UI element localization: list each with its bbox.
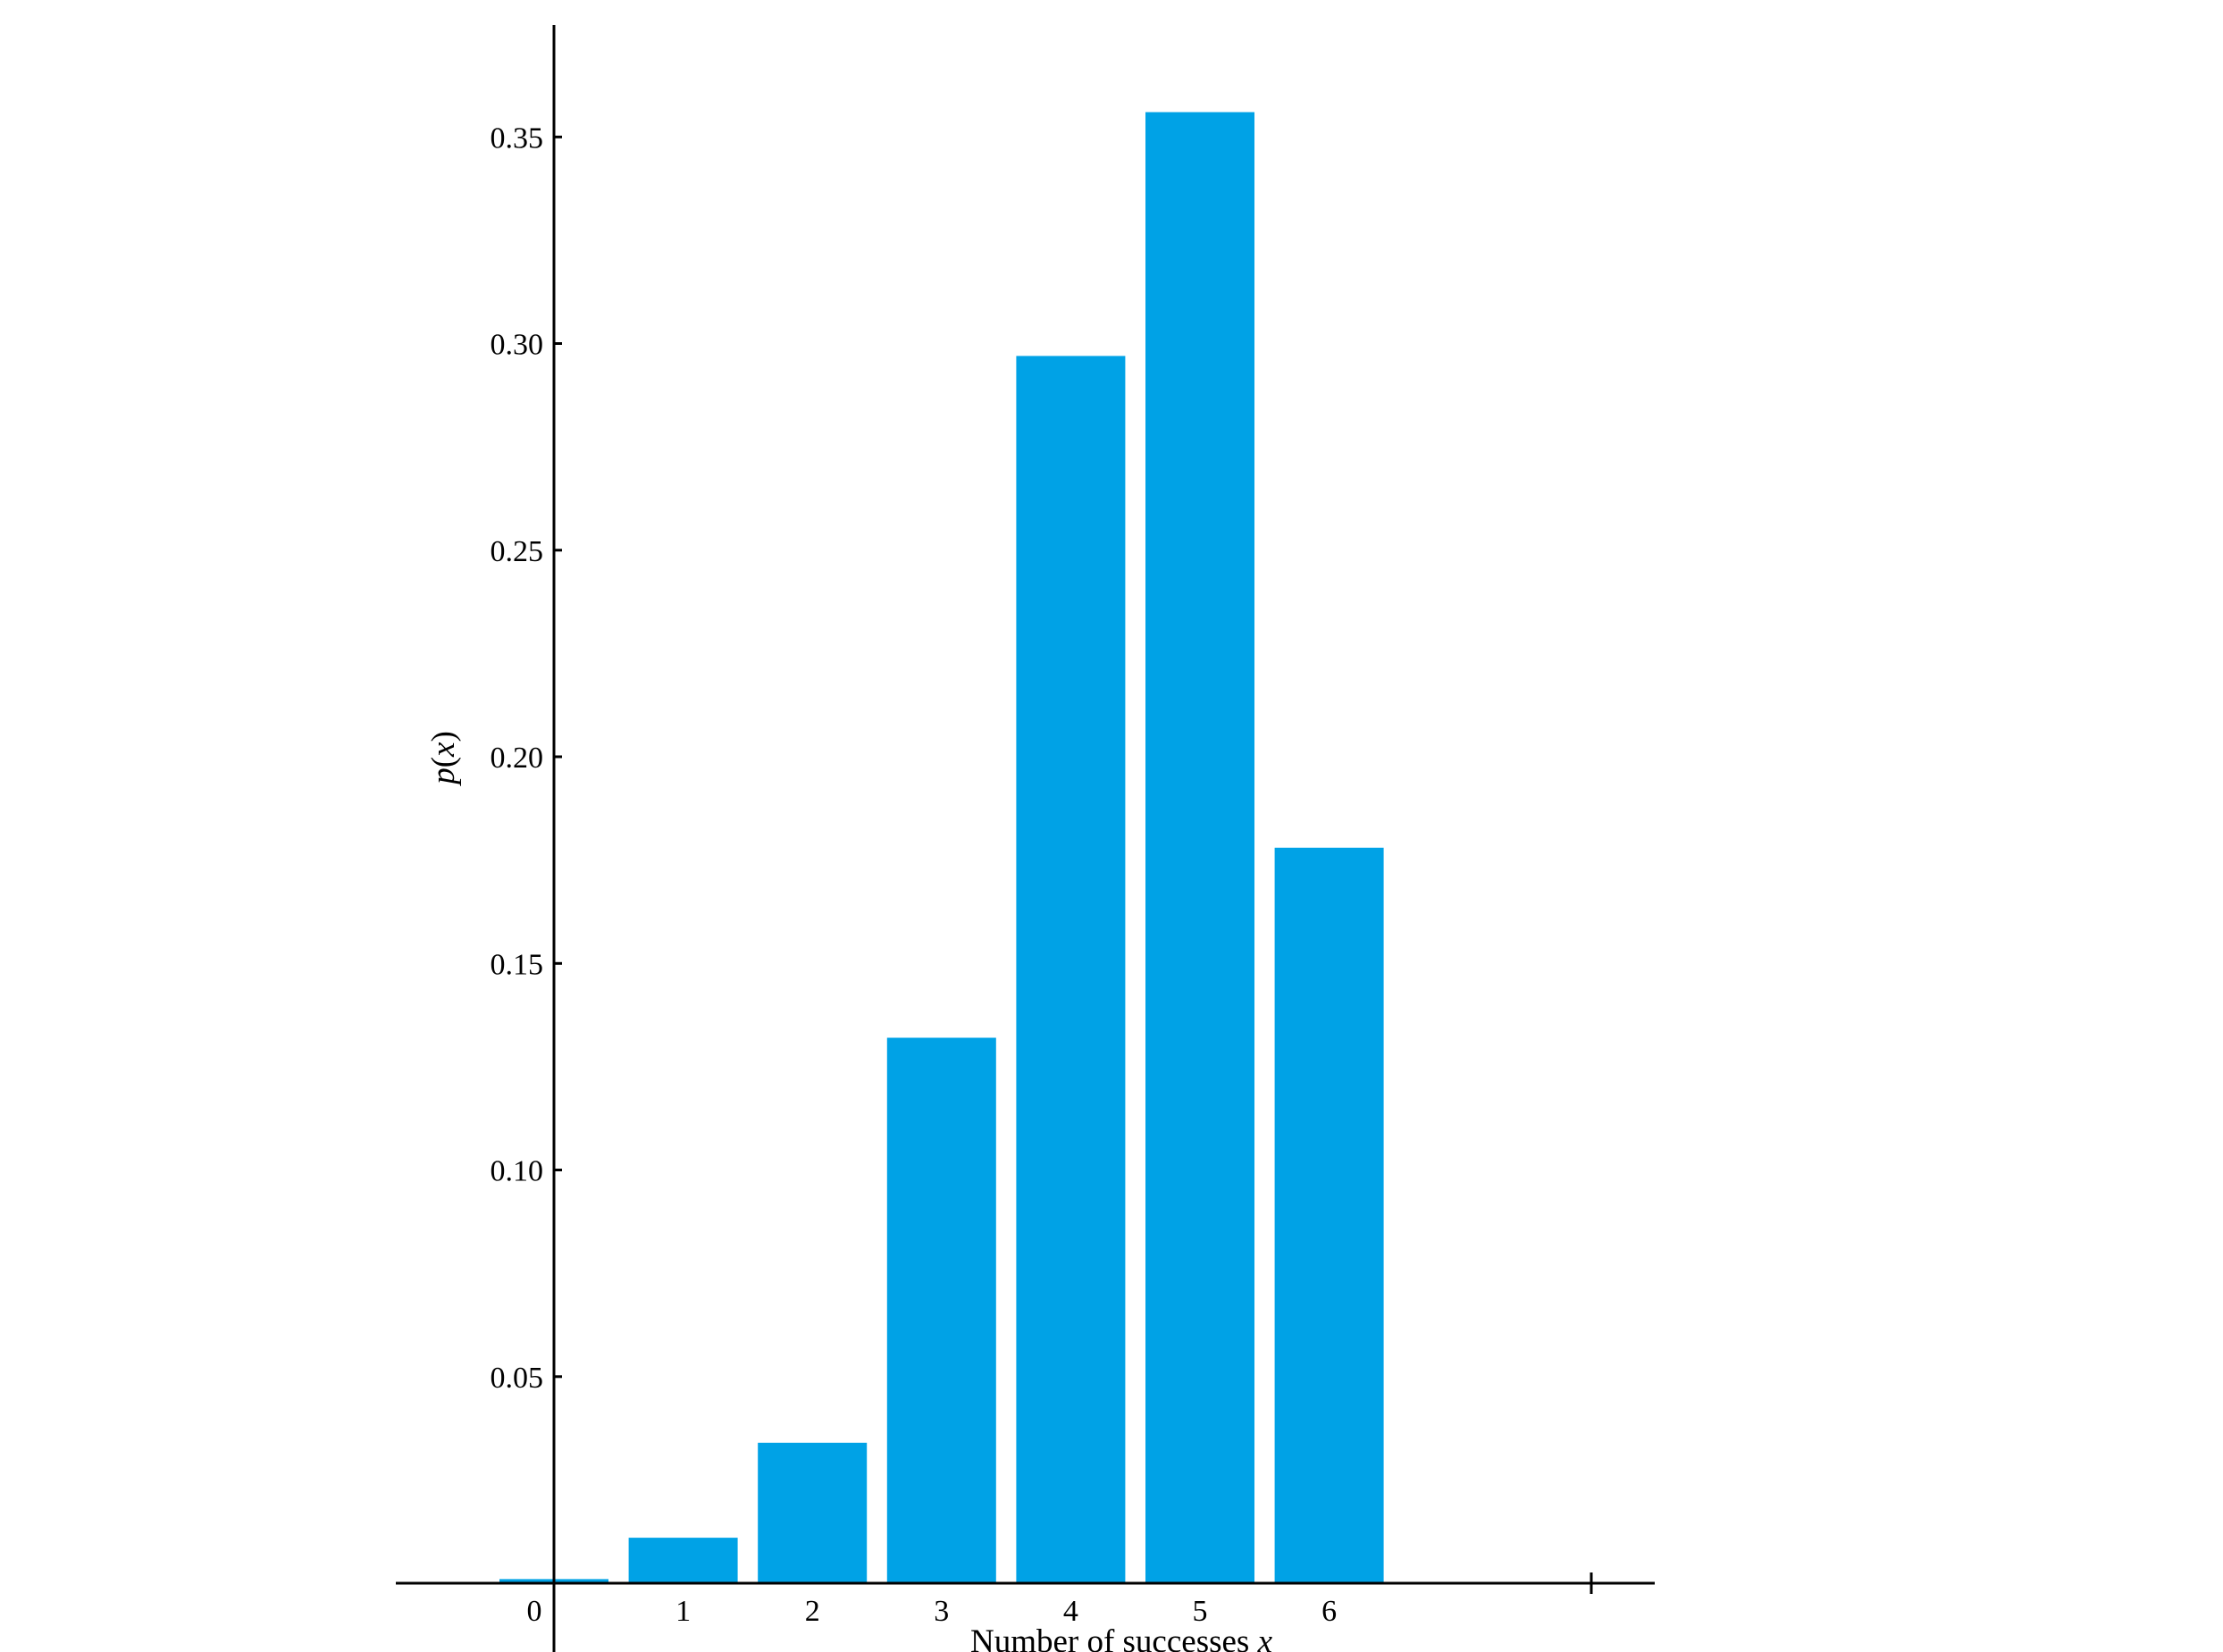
- bar-1: [628, 1538, 738, 1583]
- x-tick-label-3: 3: [934, 1595, 949, 1628]
- x-tick-label-5: 5: [1193, 1595, 1208, 1628]
- y-tick-label-0.10: 0.10: [491, 1155, 544, 1188]
- y-tick-label-0.05: 0.05: [491, 1362, 544, 1395]
- x-tick-label-2: 2: [805, 1595, 820, 1628]
- y-tick-label-0.30: 0.30: [491, 329, 544, 362]
- y-tick-label-0.15: 0.15: [491, 948, 544, 981]
- bars-group: [499, 112, 1384, 1584]
- x-tick-label-0: 0: [527, 1595, 542, 1628]
- bar-6: [1274, 847, 1384, 1584]
- bar-4: [1016, 356, 1126, 1583]
- y-tick-label-0.25: 0.25: [491, 535, 544, 568]
- y-ticks-group: 0.05 0.10 0.15 0.20 0.25 0.30 0.35: [491, 122, 562, 1395]
- x-axis-title: Number of successes x: [970, 1623, 1273, 1652]
- x-tick-label-6: 6: [1321, 1595, 1337, 1628]
- bar-5: [1145, 112, 1254, 1583]
- x-ticks-group: 0 1 2 3 4 5 6: [527, 1595, 1338, 1628]
- x-tick-label-4: 4: [1063, 1595, 1078, 1628]
- y-tick-label-0.35: 0.35: [491, 122, 544, 155]
- bar-2: [758, 1442, 868, 1584]
- x-tick-label-1: 1: [675, 1595, 691, 1628]
- y-tick-label-0.20: 0.20: [491, 742, 544, 775]
- bar-3: [886, 1037, 996, 1583]
- y-axis-title: p(x): [425, 731, 462, 787]
